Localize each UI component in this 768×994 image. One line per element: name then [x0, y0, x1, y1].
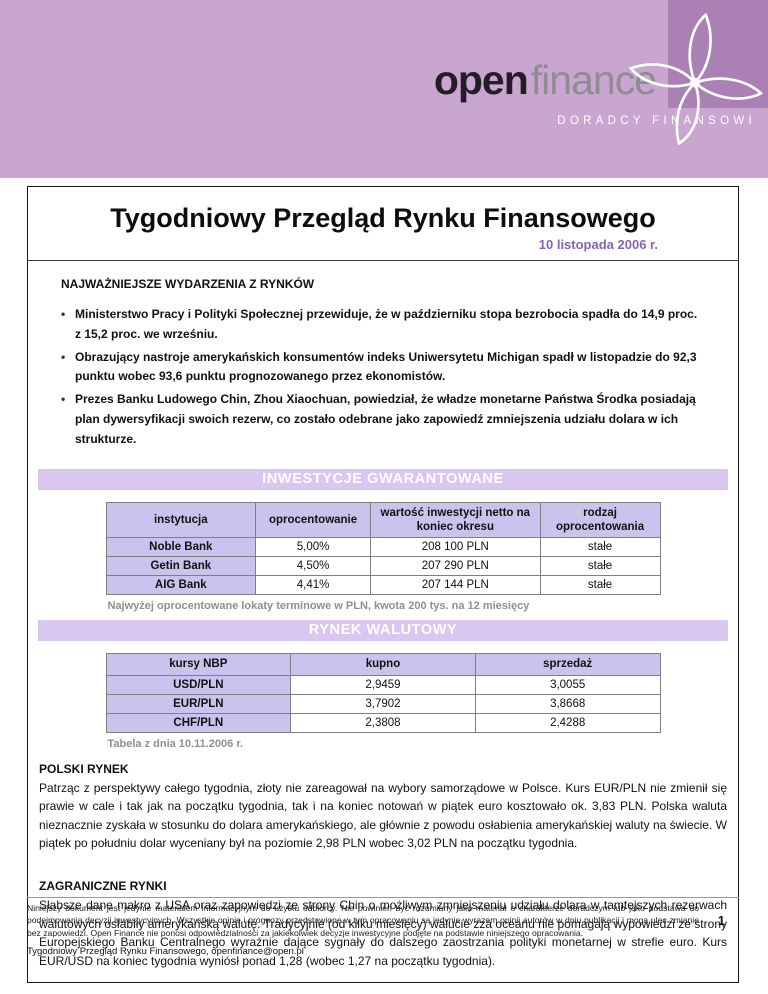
page-footer: Niniejszy dokument jest jedynie materiał… [27, 897, 739, 939]
table-header-cell: kupno [290, 653, 476, 676]
table-row: Getin Bank 4,50% 207 290 PLN stałe [105, 556, 661, 577]
sell-rate-cell: 3,8668 [474, 693, 661, 714]
bullet-icon: • [61, 349, 66, 364]
key-events-list: • Ministerstwo Pracy i Polityki Społeczn… [61, 305, 704, 450]
table-header-cell: sprzedaż [474, 653, 661, 676]
footer-contact-line: Tygodniowy Przegląd Rynku Finansowego, o… [27, 946, 304, 957]
logo-open-text: open [433, 57, 529, 103]
rate-cell: 4,41% [255, 575, 372, 596]
foreign-markets-paragraph: Słabsze dane makro z USA oraz zapowiedzi… [39, 898, 727, 968]
event-bullet-item: • Prezes Banku Ludowego Chin, Zhou Xiaoc… [61, 390, 704, 449]
disclaimer-text: Niniejszy dokument jest jedynie materiał… [27, 903, 699, 938]
flower-icon [629, 13, 763, 145]
event-bullet-text: Ministerstwo Pracy i Polityki Społecznej… [75, 307, 698, 341]
table-row: Noble Bank 5,00% 208 100 PLN stałe [105, 537, 661, 558]
currency-table-caption: Tabela z dnia 10.11.2006 r. [107, 737, 244, 750]
buy-rate-cell: 2,3808 [290, 712, 476, 733]
table-header-cell: rodzaj oprocentowania [539, 501, 661, 539]
polish-market-section: POLSKI RYNEK Patrząc z perspektywy całeg… [28, 762, 738, 853]
logo-square [629, 0, 768, 145]
value-cell: 207 290 PLN [370, 556, 541, 577]
polish-market-heading: POLSKI RYNEK [39, 761, 129, 776]
event-bullet-text: Obrazujący nastroje amerykańskich konsum… [75, 349, 697, 384]
investments-table-block: instytucja oprocentowanie wartość inwest… [105, 501, 661, 613]
table-row: EUR/PLN 3,7902 3,8668 [105, 693, 661, 714]
sell-rate-cell: 3,0055 [474, 674, 661, 695]
key-events-section: NAJWAŻNIEJSZE WYDARZENIA Z RYNKÓW • Mini… [28, 261, 738, 461]
investments-table: instytucja oprocentowanie wartość inwest… [105, 501, 661, 596]
investments-table-caption: Najwyżej oprocentowane lokaty terminowe … [107, 600, 530, 613]
title-block: Tygodniowy Przegląd Rynku Finansowego 10… [28, 187, 738, 261]
table-header-cell: instytucja [105, 501, 257, 539]
page-number: 1 [717, 913, 725, 929]
currency-table-block: kursy NBP kupno sprzedaż USD/PLN 2,9459 … [105, 653, 661, 750]
table-row: USD/PLN 2,9459 3,0055 [105, 674, 661, 695]
rate-type-cell: stałe [539, 556, 661, 577]
disclaimer-row: Niniejszy dokument jest jedynie materiał… [27, 902, 739, 939]
foreign-markets-heading: ZAGRANICZNE RYNKI [39, 879, 167, 894]
event-bullet-text: Prezes Banku Ludowego Chin, Zhou Xiaochu… [75, 392, 696, 446]
header-banner: openfinance DORADCY FINANSOWI [0, 0, 768, 178]
buy-rate-cell: 3,7902 [290, 693, 476, 714]
document-date: 10 listopada 2006 r. [538, 237, 658, 252]
foreign-markets-section: ZAGRANICZNE RYNKI Słabsze dane makro z U… [28, 879, 738, 970]
currency-pair-cell: EUR/PLN [105, 693, 292, 714]
institution-cell: AIG Bank [105, 575, 257, 596]
rate-cell: 5,00% [255, 537, 372, 558]
section-banner-currency: RYNEK WALUTOWY [38, 620, 728, 642]
bullet-icon: • [61, 307, 66, 321]
buy-rate-cell: 2,9459 [290, 674, 476, 695]
polish-market-paragraph: Patrząc z perspektywy całego tygodnia, z… [39, 780, 727, 851]
institution-cell: Getin Bank [105, 556, 257, 577]
sell-rate-cell: 2,4288 [474, 712, 661, 733]
table-header-row: kursy NBP kupno sprzedaż [105, 653, 661, 676]
event-bullet-item: • Obrazujący nastroje amerykańskich kons… [61, 348, 704, 388]
rate-type-cell: stałe [539, 537, 661, 558]
value-cell: 207 144 PLN [370, 575, 541, 596]
table-header-row: instytucja oprocentowanie wartość inwest… [105, 501, 661, 539]
currency-table: kursy NBP kupno sprzedaż USD/PLN 2,9459 … [105, 653, 661, 733]
table-row: AIG Bank 4,41% 207 144 PLN stałe [105, 575, 661, 596]
currency-pair-cell: USD/PLN [105, 674, 292, 695]
event-bullet-item: • Ministerstwo Pracy i Polityki Społeczn… [61, 305, 704, 345]
table-header-cell: kursy NBP [105, 653, 292, 676]
key-events-heading: NAJWAŻNIEJSZE WYDARZENIA Z RYNKÓW [61, 277, 315, 291]
table-header-cell: wartość inwestycji netto na koniec okres… [370, 501, 541, 539]
section-banner-investments: INWESTYCJE GWARANTOWANE [38, 468, 728, 490]
page-title: Tygodniowy Przegląd Rynku Finansowego [110, 203, 656, 233]
rate-type-cell: stałe [539, 575, 661, 596]
document-body: Tygodniowy Przegląd Rynku Finansowego 10… [27, 186, 739, 984]
table-row: CHF/PLN 2,3808 2,4288 [105, 712, 661, 733]
institution-cell: Noble Bank [105, 537, 257, 558]
currency-pair-cell: CHF/PLN [105, 712, 292, 733]
value-cell: 208 100 PLN [370, 537, 541, 558]
logo-tagline: DORADCY FINANSOWI [557, 115, 756, 127]
rate-cell: 4,50% [255, 556, 372, 577]
bullet-icon: • [61, 392, 66, 407]
table-header-cell: oprocentowanie [255, 501, 372, 539]
